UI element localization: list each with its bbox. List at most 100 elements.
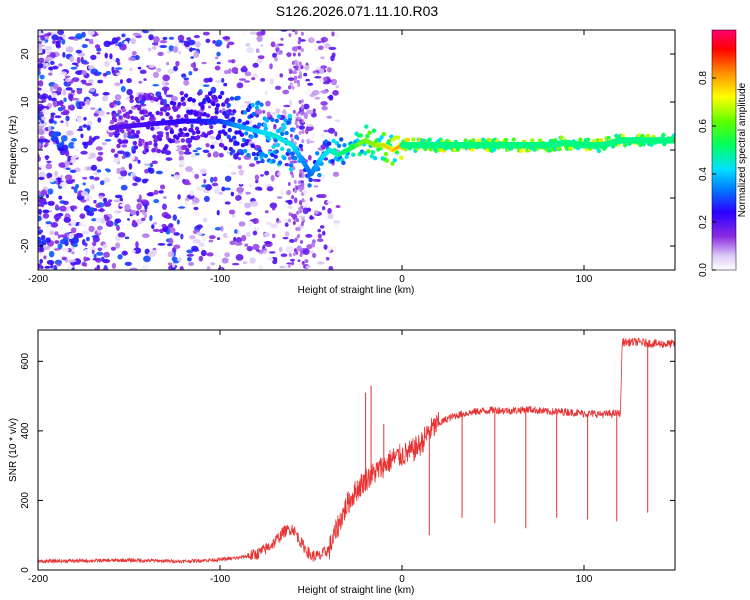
- noise-blob: [179, 159, 185, 166]
- noise-blob: [240, 104, 247, 109]
- noise-blob: [192, 212, 201, 217]
- streak-blob: [293, 79, 297, 84]
- ridge-halo: [132, 140, 138, 146]
- noise-blob: [82, 176, 88, 180]
- ridge-halo: [463, 138, 468, 143]
- streak-blob: [292, 252, 296, 257]
- noise-blob: [52, 84, 58, 89]
- noise-blob: [87, 207, 95, 211]
- noise-blob: [127, 47, 131, 51]
- ridge-halo: [237, 118, 242, 123]
- noise-blob: [114, 82, 121, 87]
- streak-blob: [300, 31, 304, 36]
- ridge-halo: [191, 98, 196, 103]
- noise-blob: [93, 171, 100, 176]
- ridge-halo: [530, 138, 535, 143]
- streak-blob: [296, 210, 300, 215]
- streak-blob: [292, 220, 296, 225]
- noise-blob: [74, 251, 80, 256]
- ridge-halo: [275, 142, 281, 148]
- noise-blob: [213, 176, 218, 182]
- ridge-halo: [427, 137, 432, 142]
- noise-blob: [196, 232, 203, 236]
- noise-blob: [98, 109, 105, 117]
- ridge-halo: [253, 156, 259, 161]
- ridge-halo: [179, 91, 184, 96]
- ridge-halo: [186, 109, 191, 115]
- noise-blob: [200, 249, 207, 257]
- noise-blob: [73, 258, 82, 265]
- noise-blob: [311, 89, 320, 96]
- ridge-halo: [254, 105, 260, 111]
- streak-blob: [301, 198, 305, 203]
- ridge-halo: [367, 130, 372, 135]
- ridge-halo: [399, 155, 404, 161]
- noise-blob: [51, 92, 58, 98]
- noise-blob: [109, 53, 113, 60]
- ridge-halo: [387, 138, 392, 144]
- noise-blob: [233, 236, 237, 242]
- noise-blob: [64, 75, 71, 79]
- noise-blob: [55, 41, 61, 48]
- noise-blob: [84, 242, 88, 247]
- ridge-halo: [260, 158, 265, 164]
- noise-blob: [87, 30, 95, 36]
- noise-blob: [231, 66, 239, 74]
- noise-blob: [189, 234, 196, 240]
- noise-blob: [118, 41, 123, 48]
- ridge-halo: [294, 134, 299, 140]
- noise-blob: [265, 100, 271, 107]
- noise-blob: [255, 249, 260, 252]
- noise-blob: [95, 203, 101, 209]
- ridge-halo: [195, 135, 201, 140]
- ridge-halo: [596, 148, 602, 154]
- noise-blob: [282, 185, 289, 190]
- noise-blob: [78, 101, 86, 107]
- streak-blob: [291, 85, 295, 90]
- noise-blob: [238, 221, 246, 227]
- noise-blob: [255, 179, 259, 184]
- noise-blob: [208, 239, 214, 243]
- ridge-halo: [503, 137, 509, 143]
- noise-blob: [256, 160, 262, 164]
- ridge-halo: [229, 96, 235, 101]
- noise-blob: [102, 177, 111, 183]
- noise-blob: [193, 34, 200, 39]
- noise-blob: [237, 157, 242, 161]
- streak-blob: [296, 124, 300, 129]
- ridge-halo: [219, 143, 225, 148]
- streak-blob: [295, 65, 299, 70]
- noise-blob: [201, 61, 207, 65]
- noise-blob: [316, 40, 322, 44]
- noise-blob: [94, 267, 99, 270]
- streak-blob: [301, 217, 305, 222]
- noise-blob: [97, 225, 103, 231]
- noise-blob: [135, 241, 139, 248]
- ridge-halo: [284, 130, 289, 136]
- noise-blob: [224, 201, 231, 205]
- noise-blob: [132, 32, 141, 37]
- noise-blob: [132, 182, 138, 186]
- noise-blob: [279, 73, 284, 78]
- noise-blob: [162, 196, 167, 199]
- noise-blob: [111, 37, 119, 44]
- noise-blob: [216, 237, 221, 241]
- streak-blob: [295, 250, 299, 255]
- streak-blob: [296, 112, 300, 117]
- ridge-halo: [273, 154, 278, 159]
- noise-blob: [287, 77, 295, 82]
- ridge-halo: [251, 111, 257, 117]
- noise-blob: [282, 236, 289, 240]
- noise-blob: [296, 245, 302, 252]
- ridge-halo: [151, 117, 156, 122]
- noise-blob: [185, 137, 193, 144]
- colorbar-ticks: 0.0 0.2 0.4 0.6 0.8: [698, 71, 716, 277]
- noise-blob: [178, 206, 186, 209]
- ridge-halo: [559, 135, 564, 140]
- noise-blob: [44, 265, 51, 269]
- noise-blob: [270, 223, 278, 229]
- noise-blob: [113, 210, 119, 214]
- noise-blob: [179, 265, 184, 270]
- noise-blob: [83, 142, 88, 149]
- noise-blob: [165, 157, 173, 161]
